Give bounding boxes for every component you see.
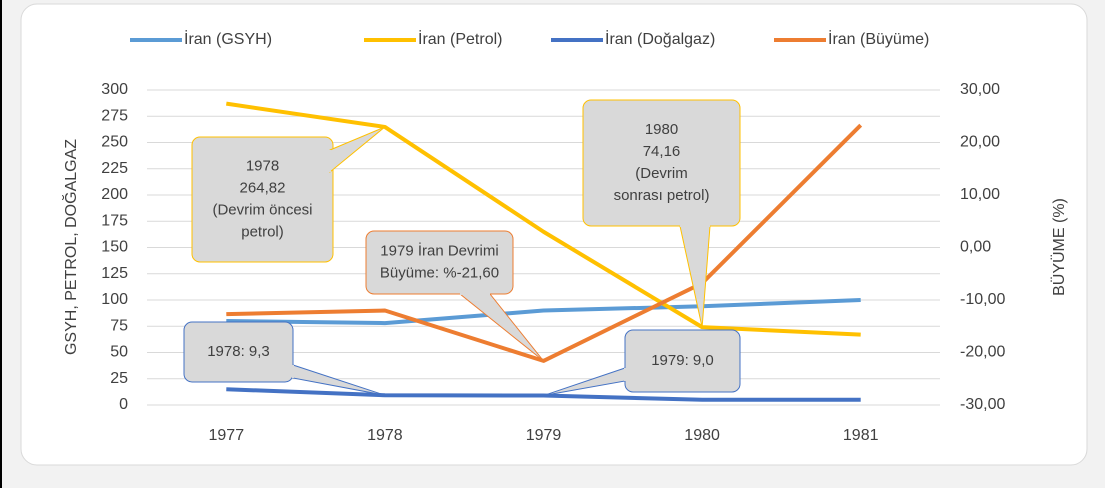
- legend-label: İran (Büyüme): [828, 29, 929, 48]
- callout-box: [183, 321, 294, 383]
- y-tick-label: 300: [101, 81, 128, 98]
- callout-text: petrol): [241, 223, 284, 240]
- callout-text: (Devrim öncesi: [212, 201, 312, 218]
- y-tick-label: 250: [101, 134, 128, 151]
- callout-text: Büyüme: %-21,60: [380, 264, 499, 281]
- y-tick-label: 0: [119, 396, 128, 413]
- y-axis-label: GSYH, PETROL, DOĞALGAZ: [61, 139, 80, 355]
- legend-label: İran (Petrol): [418, 29, 502, 48]
- legend-label: İran (Doğalgaz): [605, 29, 715, 48]
- callout-text: 74,16: [643, 143, 681, 160]
- y2-tick-label: 10,00: [960, 186, 1000, 203]
- x-tick-label: 1977: [209, 427, 245, 444]
- callout-box: [624, 329, 741, 393]
- legend-label: İran (GSYH): [184, 29, 272, 48]
- y-tick-label: 75: [110, 317, 128, 334]
- y-tick-label: 125: [101, 265, 128, 282]
- callout-box: [582, 99, 741, 227]
- y2-tick-label: 20,00: [960, 134, 1000, 151]
- x-tick-label: 1981: [843, 427, 879, 444]
- y2-tick-label: -30,00: [960, 396, 1005, 413]
- callout-text: (Devrim: [635, 165, 688, 182]
- y2-axis-label: BÜYÜME (%): [1050, 198, 1068, 296]
- x-tick-label: 1978: [367, 427, 403, 444]
- y-tick-label: 100: [101, 291, 128, 308]
- y2-tick-label: 30,00: [960, 81, 1000, 98]
- callout-text: sonrası petrol): [614, 187, 710, 204]
- series-line: [226, 298, 861, 326]
- y-tick-label: 200: [101, 186, 128, 203]
- y-tick-label: 275: [101, 107, 128, 124]
- y-tick-label: 175: [101, 212, 128, 229]
- y-tick-label: 50: [110, 344, 128, 361]
- callout-box: [365, 230, 514, 295]
- y2-tick-label: -10,00: [960, 291, 1005, 308]
- callout-text: 1980: [645, 121, 678, 138]
- callout-text: 1978: 9,3: [207, 343, 270, 360]
- y-tick-label: 25: [110, 370, 128, 387]
- x-tick-label: 1980: [684, 427, 720, 444]
- x-tick-label: 1979: [526, 427, 562, 444]
- callout-text: 1979 İran Devrimi: [380, 241, 498, 259]
- callout-text: 264,82: [240, 179, 286, 196]
- y-tick-label: 225: [101, 160, 128, 177]
- y-tick-label: 150: [101, 239, 128, 256]
- callout-text: 1979: 9,0: [651, 352, 714, 369]
- y2-tick-label: 0,00: [960, 239, 991, 256]
- series-line: [226, 101, 861, 337]
- callout-box: [191, 136, 334, 263]
- y2-tick-label: -20,00: [960, 344, 1005, 361]
- callout-text: 1978: [246, 157, 279, 174]
